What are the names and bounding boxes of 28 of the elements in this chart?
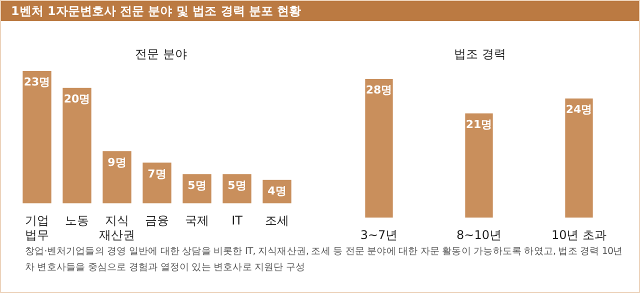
- bar: [62, 88, 92, 204]
- data-label: 4명: [268, 184, 286, 198]
- x-tick-label: 10년 초과: [551, 228, 607, 242]
- bar: [142, 162, 172, 204]
- data-label: 24명: [566, 103, 592, 116]
- x-tick-label: 노동: [65, 214, 89, 228]
- text: 1벤처 1자문변호사 전문 분야 및 법조 경력 분포 현황: [1, 1, 639, 21]
- x-tick-label: 3~7년: [360, 228, 398, 242]
- x-tick-label: 조세: [265, 214, 289, 228]
- bar: [102, 151, 132, 204]
- chart-title: 법조 경력: [453, 46, 507, 63]
- data-label: 23명: [24, 75, 50, 88]
- x-tick-label: 기업 법무: [25, 214, 49, 242]
- data-label: 28명: [366, 83, 392, 96]
- data-label: 21명: [466, 118, 492, 132]
- x-tick-label: 금융: [145, 214, 169, 228]
- x-tick-label: IT: [232, 214, 244, 228]
- chart-title: 전문 분야: [134, 46, 188, 63]
- x-tick-label: 지식 재산권: [99, 214, 135, 242]
- data-label: 20명: [64, 92, 90, 106]
- data-label: 5명: [228, 178, 246, 192]
- text: 창업·벤처기업들의 경영 일반에 대한 상담을 비롯한 IT, 지식재산권, 조세 등 전문 분야에 대한 자문 활동이 가능하도록 하였고, 법조 경력 10년 차 변호사들을 중심으로 경험과 열정이 있는 변호사로 지원단 구성: [25, 245, 624, 275]
- x-tick-label: 국제: [185, 214, 209, 228]
- x-tick-label: 8~10년: [456, 228, 502, 242]
- data-label: 9명: [108, 156, 126, 169]
- data-label: 7명: [148, 167, 166, 180]
- data-label: 5명: [188, 178, 206, 192]
- bar: [22, 71, 52, 204]
